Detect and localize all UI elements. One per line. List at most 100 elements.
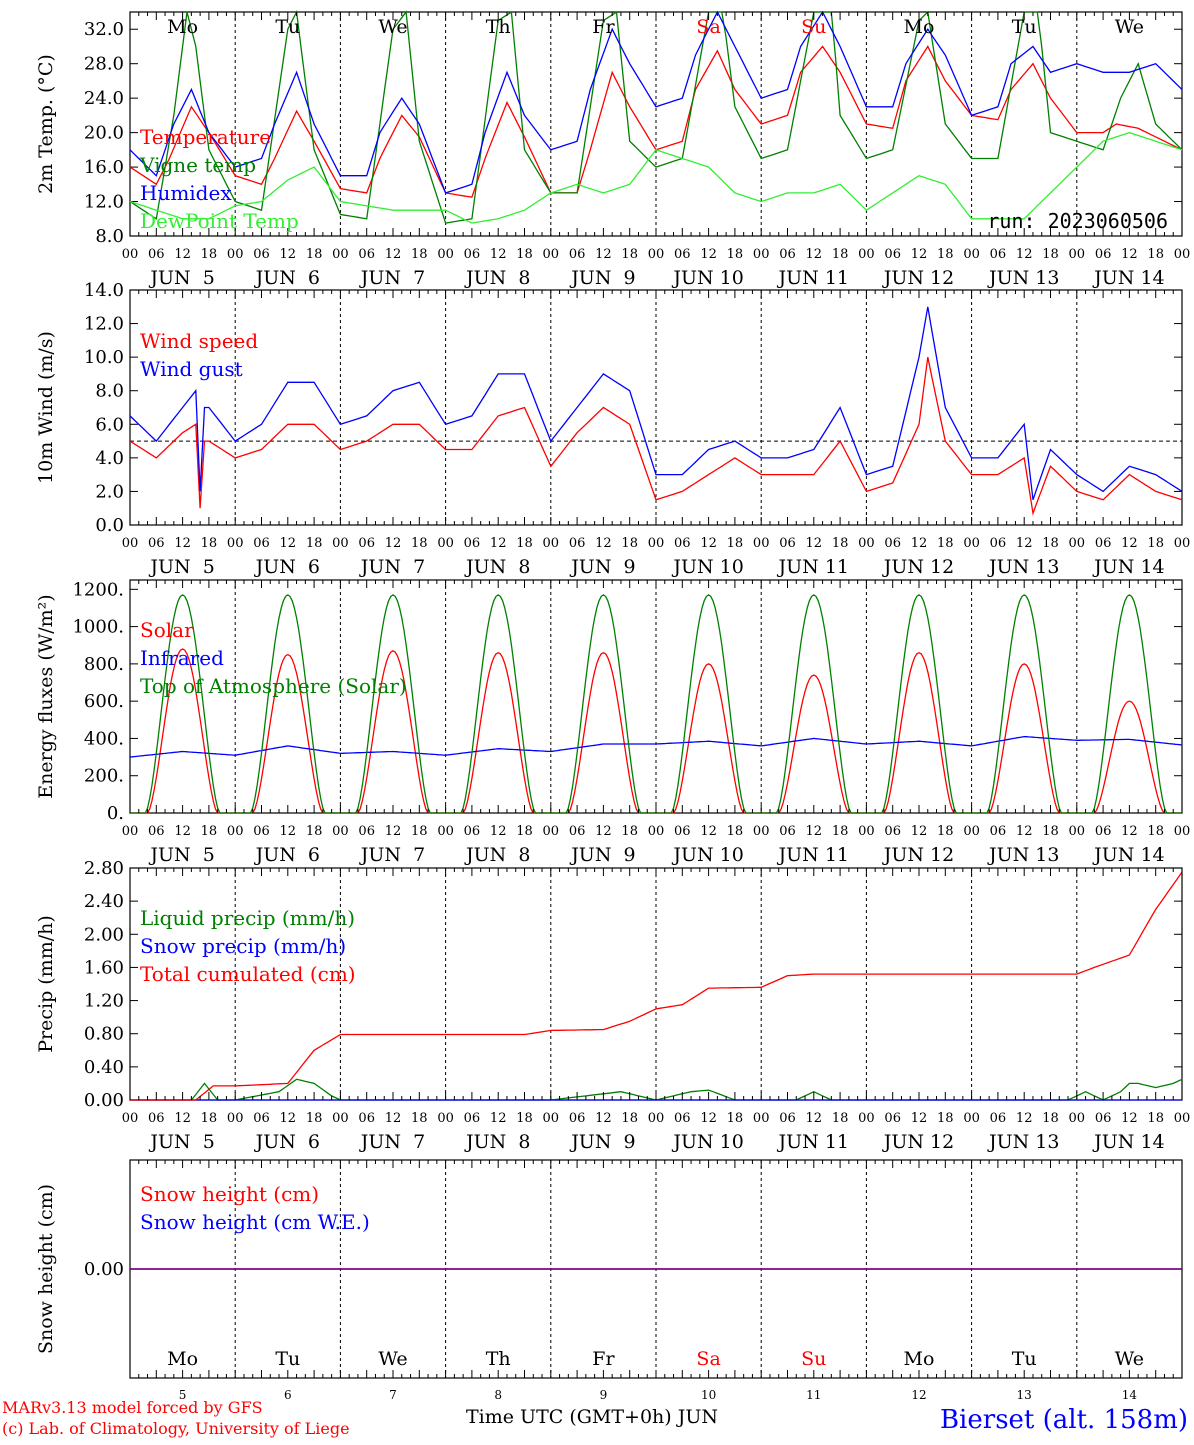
wind-day-label: JUN 5	[148, 556, 214, 578]
precip-hour-tick-label: 00	[963, 1111, 980, 1126]
wind-hour-tick-label: 12	[385, 536, 402, 551]
energy-hour-tick-label: 12	[911, 824, 928, 839]
energy-hour-tick-label: 00	[858, 824, 875, 839]
precip-hour-tick-label: 00	[858, 1111, 875, 1126]
bottom-date-label: 6	[284, 1388, 292, 1402]
wind-y-tick-label: 12.0	[84, 314, 124, 335]
temp-day-label: JUN 8	[464, 267, 530, 289]
energy-hour-tick-label: 12	[806, 824, 823, 839]
precip-hour-tick-label: 12	[595, 1111, 612, 1126]
bottom-date-label: 8	[494, 1388, 502, 1402]
bottom-date-label: 5	[179, 1388, 187, 1402]
energy-hour-tick-label: 00	[437, 824, 454, 839]
temp-hour-tick-label: 06	[253, 247, 270, 262]
energy-hour-tick-label: 06	[253, 824, 270, 839]
energy-day-label: JUN 8	[464, 844, 530, 866]
wind-y-tick-label: 10.0	[84, 347, 124, 368]
energy-series-infrared	[129, 735, 1183, 758]
energy-day-label: JUN 9	[569, 844, 635, 866]
temp-day-label: JUN 9	[569, 267, 635, 289]
wind-hour-tick-label: 06	[884, 536, 901, 551]
temp-day-label: JUN 10	[671, 267, 743, 289]
wind-hour-tick-label: 18	[1147, 536, 1164, 551]
wind-hour-tick-label: 00	[1069, 536, 1086, 551]
energy-y-tick-label: 200.	[84, 766, 124, 787]
wind-hour-tick-label: 18	[937, 536, 954, 551]
precip-hour-tick-label: 00	[753, 1111, 770, 1126]
temp-day-of-week-label: Tu	[275, 16, 300, 38]
credit-line-1: MARv3.13 model forced by GFS	[2, 1398, 263, 1417]
energy-y-tick-label: 1000.	[72, 617, 124, 638]
temp-day-of-week-label: Sa	[696, 16, 720, 38]
snow-day-of-week-label: Sa	[696, 1348, 720, 1370]
bottom-date-label: 11	[806, 1388, 821, 1402]
snow-day-of-week-label: Tu	[275, 1348, 300, 1370]
temp-day-of-week-label: Tu	[1012, 16, 1037, 38]
temp-hour-tick-label: 00	[122, 247, 139, 262]
temp-hour-tick-label: 00	[1174, 247, 1191, 262]
precip-y-axis-label: Precip (mm/h)	[35, 915, 57, 1053]
temp-series-humidex	[129, 10, 1183, 194]
precip-day-label: JUN 7	[359, 1131, 425, 1153]
temp-hour-tick-label: 18	[832, 247, 849, 262]
precip-hour-tick-label: 00	[332, 1111, 349, 1126]
wind-day-label: JUN 9	[569, 556, 635, 578]
wind-hour-tick-label: 00	[753, 536, 770, 551]
energy-hour-tick-label: 12	[174, 824, 191, 839]
temp-y-tick-label: 20.0	[84, 123, 124, 144]
precip-y-tick-label: 0.00	[84, 1090, 124, 1111]
wind-hour-tick-label: 12	[1016, 536, 1033, 551]
wind-hour-tick-label: 06	[148, 536, 165, 551]
run-label: run: 2023060506	[987, 209, 1168, 233]
wind-hour-tick-label: 06	[569, 536, 586, 551]
temp-hour-tick-label: 12	[280, 247, 297, 262]
wind-day-label: JUN 13	[987, 556, 1059, 578]
temp-hour-tick-label: 12	[1121, 247, 1138, 262]
precip-y-tick-label: 0.80	[84, 1024, 124, 1045]
wind-hour-tick-label: 18	[411, 536, 428, 551]
wind-legend-entry: Wind speed	[140, 329, 258, 353]
temp-y-tick-label: 12.0	[84, 192, 124, 213]
energy-y-tick-label: 600.	[84, 691, 124, 712]
bottom-date-label: 10	[701, 1388, 716, 1402]
wind-y-axis-label: 10m Wind (m/s)	[35, 331, 57, 484]
wind-hour-tick-label: 00	[122, 536, 139, 551]
energy-hour-tick-label: 18	[516, 824, 533, 839]
temp-hour-tick-label: 18	[516, 247, 533, 262]
wind-hour-tick-label: 18	[832, 536, 849, 551]
temp-hour-tick-label: 00	[1069, 247, 1086, 262]
wind-hour-tick-label: 12	[806, 536, 823, 551]
wind-hour-tick-label: 06	[358, 536, 375, 551]
wind-hour-tick-label: 00	[332, 536, 349, 551]
temp-y-tick-label: 24.0	[84, 88, 124, 109]
temp-hour-tick-label: 00	[858, 247, 875, 262]
precip-hour-tick-label: 00	[122, 1111, 139, 1126]
wind-series-wind-gust	[129, 306, 1183, 501]
energy-hour-tick-label: 06	[464, 824, 481, 839]
wind-hour-tick-label: 18	[516, 536, 533, 551]
energy-day-label: JUN 11	[777, 844, 849, 866]
wind-hour-tick-label: 18	[621, 536, 638, 551]
precip-hour-tick-label: 18	[1042, 1111, 1059, 1126]
energy-hour-tick-label: 06	[990, 824, 1007, 839]
temp-day-of-week-label: Mo	[904, 16, 935, 38]
temp-y-axis-label: 2m Temp. (°C)	[35, 54, 57, 194]
snow-day-of-week-label: Th	[486, 1348, 511, 1370]
precip-hour-tick-label: 12	[490, 1111, 507, 1126]
temp-hour-tick-label: 12	[385, 247, 402, 262]
energy-hour-tick-label: 00	[122, 824, 139, 839]
precip-hour-tick-label: 12	[385, 1111, 402, 1126]
energy-hour-tick-label: 06	[779, 824, 796, 839]
wind-hour-tick-label: 18	[201, 536, 218, 551]
temp-day-of-week-label: Th	[486, 16, 511, 38]
wind-day-label: JUN 7	[359, 556, 425, 578]
temp-hour-tick-label: 18	[201, 247, 218, 262]
wind-day-label: JUN 12	[882, 556, 954, 578]
wind-hour-tick-label: 00	[1174, 536, 1191, 551]
energy-hour-tick-label: 00	[1069, 824, 1086, 839]
temp-hour-tick-label: 18	[727, 247, 744, 262]
temp-hour-tick-label: 00	[227, 247, 244, 262]
energy-hour-tick-label: 12	[595, 824, 612, 839]
energy-hour-tick-label: 06	[884, 824, 901, 839]
